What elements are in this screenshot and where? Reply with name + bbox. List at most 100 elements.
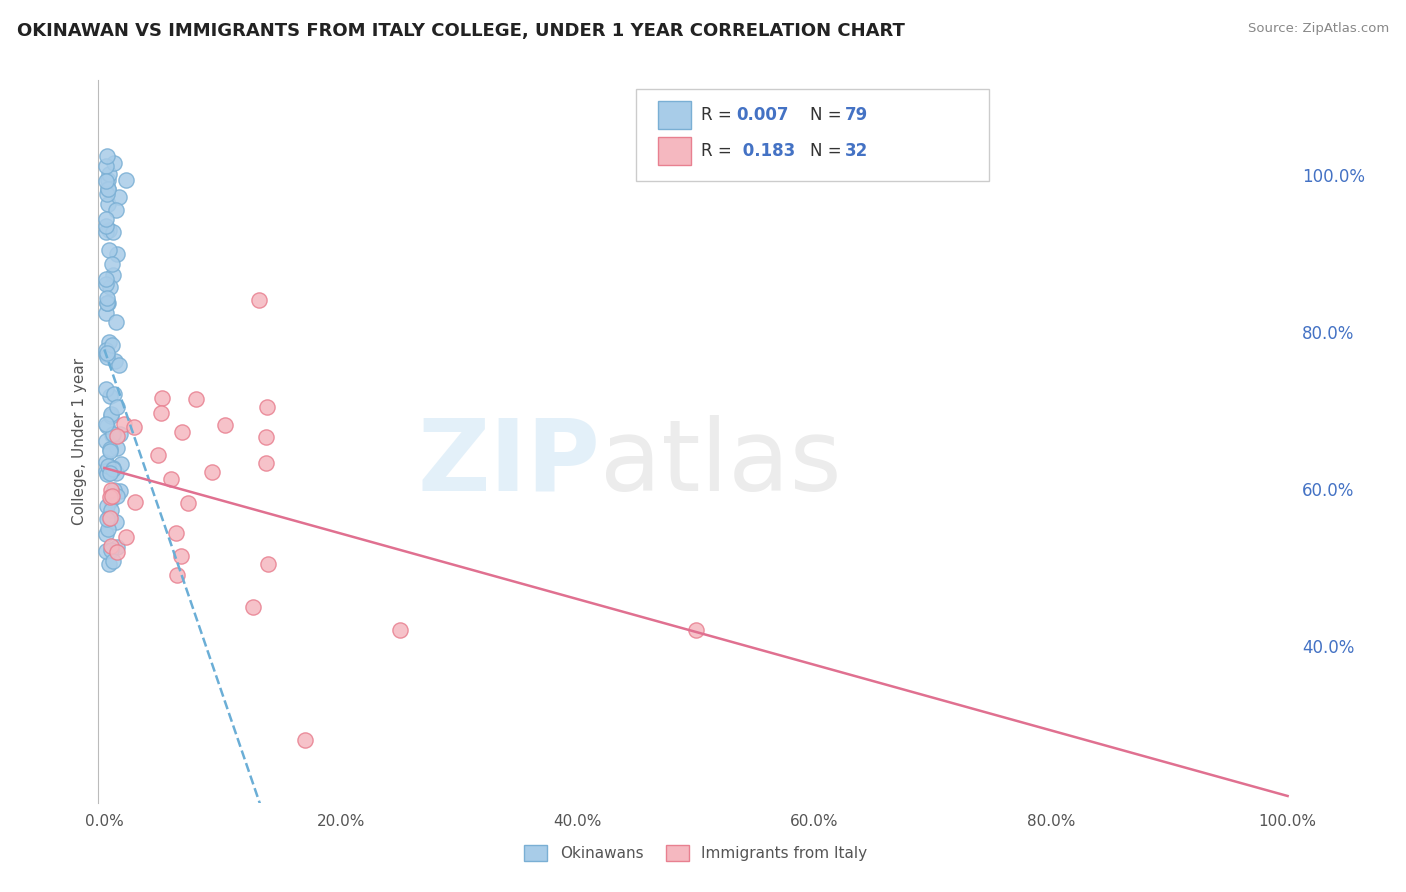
Point [108, 484, 131, 499]
Point [98, 466, 121, 480]
Point [100, 539, 122, 553]
Point [101, 489, 124, 503]
Point [96, 382, 118, 396]
Point [685, 623, 707, 637]
Point [96, 512, 118, 526]
Point [94, 211, 117, 226]
Point [159, 472, 181, 486]
Point [150, 391, 173, 405]
Point [254, 430, 277, 444]
Text: OKINAWAN VS IMMIGRANTS FROM ITALY COLLEGE, UNDER 1 YEAR CORRELATION CHART: OKINAWAN VS IMMIGRANTS FROM ITALY COLLEG… [17, 22, 904, 40]
Point [100, 407, 122, 421]
Point [294, 733, 316, 747]
Point [170, 549, 193, 564]
Text: 32: 32 [845, 142, 869, 160]
Point [94, 346, 117, 360]
Point [107, 190, 129, 204]
Text: 79: 79 [845, 106, 869, 124]
Text: 0.183: 0.183 [737, 142, 794, 160]
Text: Source: ZipAtlas.com: Source: ZipAtlas.com [1249, 22, 1389, 36]
Point [97, 557, 120, 571]
Text: N =: N = [810, 142, 846, 160]
Point [100, 493, 122, 508]
Point [94, 271, 117, 285]
Point [101, 268, 124, 282]
Point [98, 490, 121, 504]
Point [94, 455, 117, 469]
Point [101, 461, 124, 475]
Point [98, 168, 121, 182]
Point [94, 159, 117, 173]
Point [94, 417, 117, 432]
Point [96, 527, 118, 541]
Point [101, 257, 124, 271]
Point [201, 465, 224, 479]
Point [100, 543, 122, 558]
Point [100, 503, 122, 517]
Point [166, 568, 188, 582]
Point [107, 441, 129, 455]
Point [97, 223, 120, 237]
Point [97, 522, 120, 536]
Point [254, 456, 277, 470]
Point [103, 156, 125, 170]
Point [170, 425, 193, 439]
Point [256, 401, 278, 415]
Point [104, 315, 127, 329]
Point [122, 420, 145, 434]
Point [112, 417, 135, 431]
Point [247, 293, 270, 308]
FancyBboxPatch shape [637, 89, 988, 181]
Text: ZIP: ZIP [418, 415, 600, 512]
Point [97, 182, 120, 196]
Point [105, 401, 128, 415]
Point [96, 225, 118, 239]
Point [96, 464, 118, 478]
Point [101, 225, 124, 239]
FancyBboxPatch shape [658, 137, 692, 165]
Point [98, 389, 121, 403]
Point [96, 291, 118, 305]
Point [96, 419, 118, 434]
Point [96, 296, 118, 310]
Point [101, 461, 124, 475]
Point [389, 623, 412, 637]
Point [96, 186, 118, 201]
Point [97, 197, 120, 211]
Point [96, 467, 118, 482]
Legend: Okinawans, Immigrants from Italy: Okinawans, Immigrants from Italy [519, 839, 873, 867]
Point [97, 173, 120, 187]
Point [104, 354, 127, 368]
Point [124, 494, 146, 508]
Point [101, 337, 124, 351]
Point [257, 557, 280, 571]
Point [96, 346, 118, 360]
Point [177, 496, 200, 510]
Point [100, 442, 122, 456]
Point [98, 280, 121, 294]
Point [94, 434, 117, 449]
Point [108, 427, 131, 442]
Point [103, 483, 125, 498]
Point [101, 554, 124, 568]
Point [149, 406, 172, 420]
Point [242, 599, 264, 614]
Point [98, 511, 121, 525]
Point [214, 418, 236, 433]
Point [103, 427, 125, 442]
Point [186, 392, 208, 406]
Point [97, 182, 120, 196]
Point [97, 296, 120, 310]
Text: R =: R = [700, 142, 737, 160]
Point [94, 219, 117, 233]
Point [146, 448, 169, 462]
Point [98, 444, 121, 458]
Text: atlas: atlas [600, 415, 842, 512]
Point [108, 358, 131, 372]
Text: R =: R = [700, 106, 737, 124]
Point [96, 296, 118, 310]
Point [105, 202, 128, 217]
Point [105, 540, 128, 554]
Point [94, 343, 117, 358]
Point [105, 516, 128, 530]
